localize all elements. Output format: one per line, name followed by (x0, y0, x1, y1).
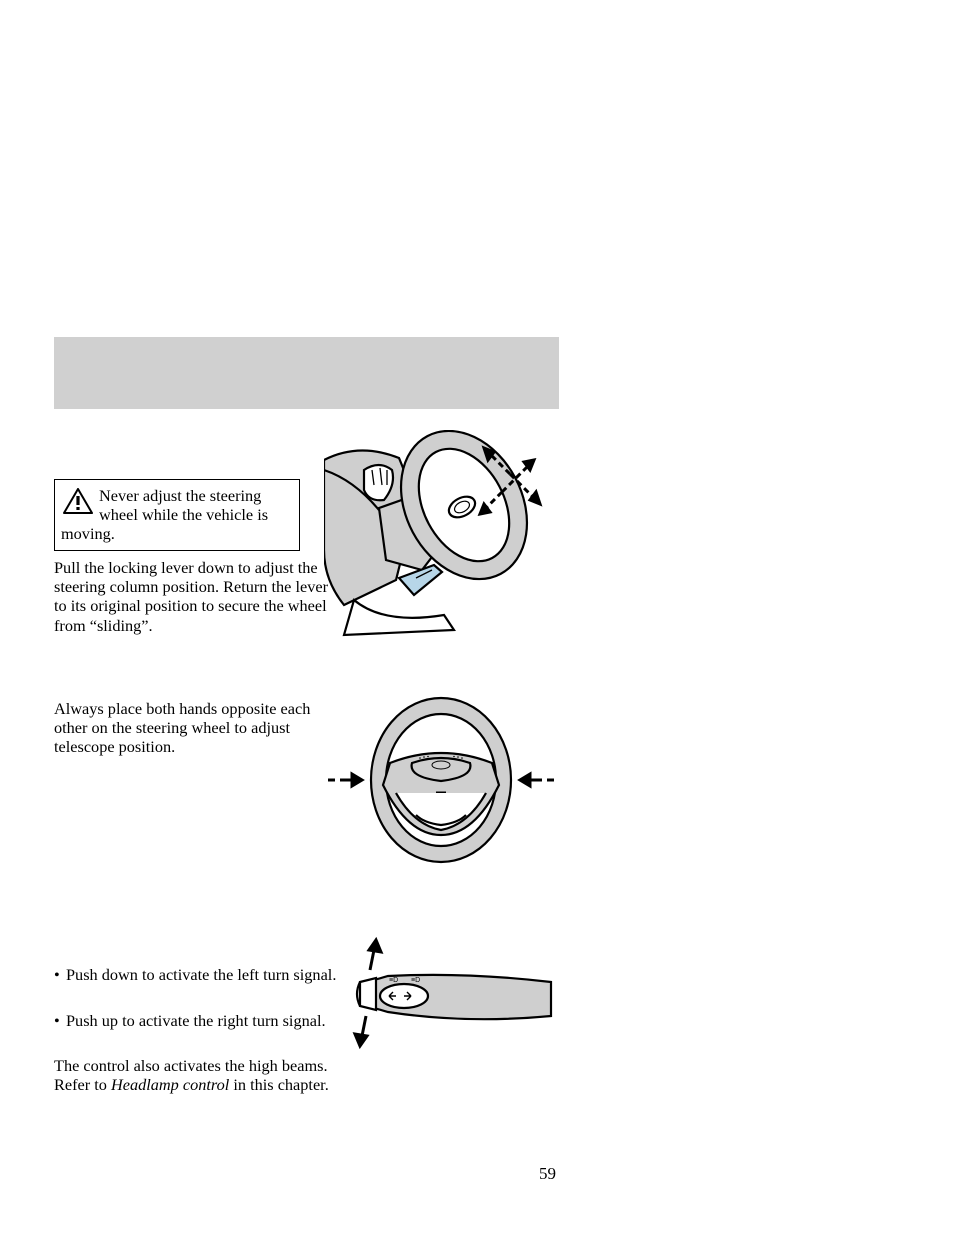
warning-triangle-icon (63, 488, 93, 514)
section-header-bar (54, 337, 559, 409)
svg-text:≡D: ≡D (411, 977, 420, 984)
page-number: 59 (539, 1164, 556, 1184)
bullet-left-signal-text: Push down to activate the left turn sign… (54, 965, 340, 984)
para-hands-text: Always place both hands opposite each ot… (54, 699, 340, 757)
diagram-steering-hands: ▬▬ (324, 685, 558, 875)
para-hands: Always place both hands opposite each ot… (54, 699, 340, 761)
bullet-right-signal-text: Push up to activate the right turn signa… (54, 1011, 340, 1030)
diagram-steering-tilt (324, 430, 558, 643)
high-beams-ref: Headlamp control (111, 1075, 229, 1094)
manual-page: Never adjust the steering wheel while th… (0, 0, 954, 1235)
bullet-right-signal: • Push up to activate the right turn sig… (54, 1011, 340, 1030)
para-lever-text: Pull the locking lever down to adjust th… (54, 558, 340, 635)
bullet-left-signal: • Push down to activate the left turn si… (54, 965, 340, 984)
para-lever: Pull the locking lever down to adjust th… (54, 558, 340, 639)
diagram-turn-signal-stalk: ≡D ≡D (326, 932, 560, 1062)
warning-box: Never adjust the steering wheel while th… (54, 479, 300, 551)
para-high-beams: The control also activates the high beam… (54, 1056, 340, 1098)
high-beams-post: in this chapter. (229, 1075, 328, 1094)
svg-text:≡D: ≡D (389, 977, 398, 984)
